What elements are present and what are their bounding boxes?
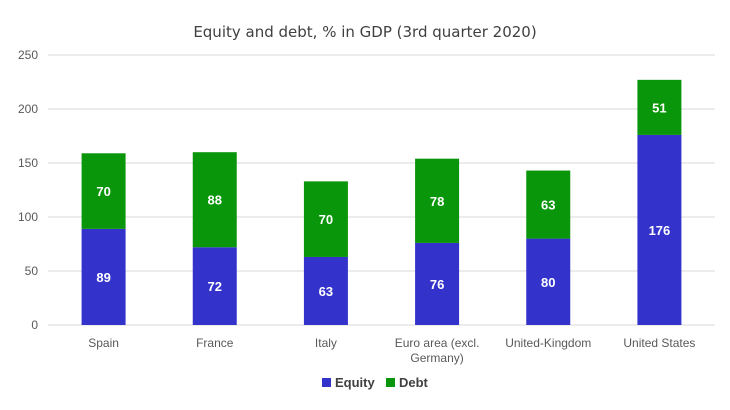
bar-equity <box>192 247 237 325</box>
legend: Equity Debt <box>322 375 429 390</box>
bar-equity <box>526 238 571 325</box>
gridlines <box>48 54 715 326</box>
data-label: 88 <box>208 193 222 208</box>
x-tick-label: France <box>196 336 234 350</box>
data-label: 70 <box>96 184 110 199</box>
x-tick-label: Spain <box>88 336 119 350</box>
y-tick-label: 200 <box>18 102 38 116</box>
bar-equity <box>637 134 682 325</box>
data-label: 89 <box>96 270 110 285</box>
data-label: 176 <box>649 223 671 238</box>
legend-swatch-equity <box>322 378 331 387</box>
y-tick-label: 0 <box>31 318 38 332</box>
data-label: 63 <box>541 198 555 213</box>
y-tick-label: 150 <box>18 156 38 170</box>
legend-label-debt: Debt <box>399 375 429 390</box>
bar-debt <box>526 170 571 239</box>
x-tick-label: United States <box>623 336 695 350</box>
bar-equity <box>415 242 460 325</box>
bar-equity <box>303 256 348 325</box>
legend-swatch-debt <box>386 378 395 387</box>
bar-debt <box>81 153 126 229</box>
data-label: 63 <box>319 284 333 299</box>
legend-label-equity: Equity <box>335 375 375 390</box>
x-tick-label: Euro area (excl. <box>395 336 480 350</box>
bar-debt <box>415 158 460 243</box>
y-tick-label: 250 <box>18 48 38 62</box>
data-label: 51 <box>652 100 666 115</box>
bar-debt <box>303 181 348 257</box>
data-label: 70 <box>319 212 333 227</box>
x-tick-label: Italy <box>315 336 337 350</box>
x-tick-label: Germany) <box>410 351 463 365</box>
y-axis-ticks: 0 50 100 150 200 250 <box>18 48 38 332</box>
bar-equity <box>81 228 126 325</box>
x-tick-label: United-Kingdom <box>505 336 591 350</box>
bar-debt <box>637 79 682 135</box>
data-label: 80 <box>541 275 555 290</box>
data-label: 78 <box>430 194 444 209</box>
chart-title: Equity and debt, % in GDP (3rd quarter 2… <box>193 23 536 41</box>
data-label: 72 <box>208 279 222 294</box>
y-tick-label: 50 <box>25 264 39 278</box>
y-tick-label: 100 <box>18 210 38 224</box>
x-axis-labels: Spain France Italy Euro area (excl.Germany)… <box>88 336 695 365</box>
bars: 89 70 72 88 63 70 76 78 80 63 176 51 <box>81 79 682 325</box>
bar-debt <box>192 152 237 248</box>
data-label: 76 <box>430 277 444 292</box>
